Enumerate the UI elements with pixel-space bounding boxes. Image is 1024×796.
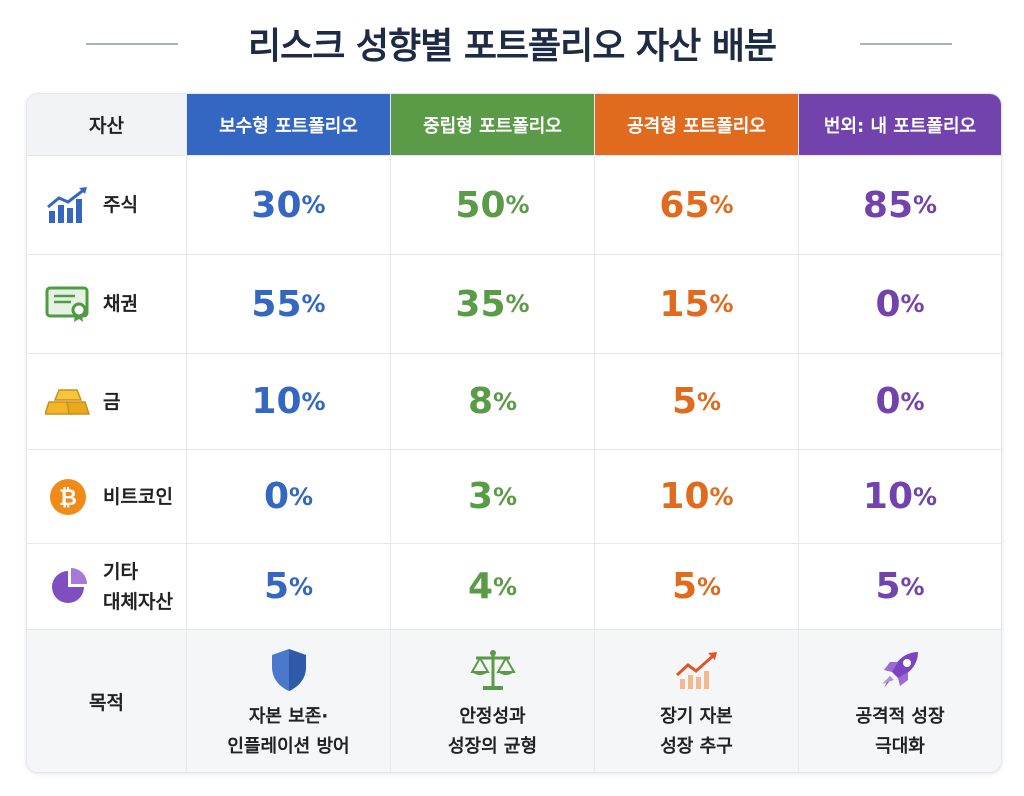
- header-conservative: 보수형 포트폴리오: [187, 94, 391, 156]
- value-cell: 30%: [187, 156, 391, 255]
- value-cell: 5%: [595, 354, 799, 450]
- balance-scale-icon: [469, 646, 517, 694]
- value-cell: 10%: [187, 354, 391, 450]
- allocation-table: 자산 보수형 포트폴리오 중립형 포트폴리오 공격형 포트폴리오 번외: 내 포…: [26, 93, 1002, 773]
- purpose-neutral: 안정성과 성장의 균형: [391, 630, 595, 772]
- growth-chart-icon: [673, 646, 721, 694]
- value-cell: 65%: [595, 156, 799, 255]
- value-cell: 4%: [391, 544, 595, 630]
- asset-label: 채권: [103, 293, 138, 315]
- value-cell: 10%: [595, 450, 799, 544]
- asset-gold: 금: [27, 354, 187, 450]
- value-cell: 5%: [187, 544, 391, 630]
- asset-label: 기타 대체자산: [103, 560, 173, 613]
- header-aggressive: 공격형 포트폴리오: [595, 94, 799, 156]
- purpose-text: 공격적 성장 극대화: [855, 706, 945, 757]
- value-cell: 55%: [187, 255, 391, 354]
- value-cell: 8%: [391, 354, 595, 450]
- bond-certificate-icon: [45, 281, 91, 327]
- purpose-conservative: 자본 보존· 인플레이션 방어: [187, 630, 391, 772]
- value-cell: 35%: [391, 255, 595, 354]
- value-cell: 0%: [799, 354, 1001, 450]
- svg-text:₿: ₿: [59, 486, 77, 511]
- purpose-aggressive: 장기 자본 성장 추구: [595, 630, 799, 772]
- asset-label: 비트코인: [103, 485, 173, 508]
- value-cell: 0%: [799, 255, 1001, 354]
- asset-bonds: 채권: [27, 255, 187, 354]
- rocket-icon: [876, 646, 924, 694]
- value-cell: 50%: [391, 156, 595, 255]
- value-cell: 5%: [595, 544, 799, 630]
- purpose-label: 목적: [27, 630, 187, 772]
- asset-stocks: 주식: [27, 156, 187, 255]
- title-row: 리스크 성향별 포트폴리오 자산 배분: [0, 0, 1024, 86]
- asset-bitcoin: ₿ 비트코인: [27, 450, 187, 544]
- value-cell: 0%: [187, 450, 391, 544]
- asset-alternatives: 기타 대체자산: [27, 544, 187, 630]
- gold-bars-icon: [45, 379, 91, 425]
- purpose-my-portfolio: 공격적 성장 극대화: [799, 630, 1001, 772]
- shield-icon: [265, 646, 313, 694]
- header-asset: 자산: [27, 94, 187, 156]
- bitcoin-icon: ₿: [45, 474, 91, 520]
- asset-label: 주식: [103, 194, 138, 216]
- value-cell: 3%: [391, 450, 595, 544]
- value-cell: 15%: [595, 255, 799, 354]
- stock-chart-icon: [45, 182, 91, 228]
- page-title: 리스크 성향별 포트폴리오 자산 배분: [248, 26, 777, 67]
- value-cell: 10%: [799, 450, 1001, 544]
- value-cell: 85%: [799, 156, 1001, 255]
- purpose-text: 장기 자본 성장 추구: [660, 706, 733, 757]
- asset-label: 금: [103, 390, 121, 413]
- pie-chart-icon: [45, 564, 91, 610]
- title-decoration-left: [86, 43, 178, 45]
- purpose-text: 자본 보존· 인플레이션 방어: [227, 706, 350, 757]
- purpose-text: 안정성과 성장의 균형: [447, 706, 538, 757]
- header-neutral: 중립형 포트폴리오: [391, 94, 595, 156]
- value-cell: 5%: [799, 544, 1001, 630]
- title-decoration-right: [860, 43, 952, 45]
- header-my-portfolio: 번외: 내 포트폴리오: [799, 94, 1001, 156]
